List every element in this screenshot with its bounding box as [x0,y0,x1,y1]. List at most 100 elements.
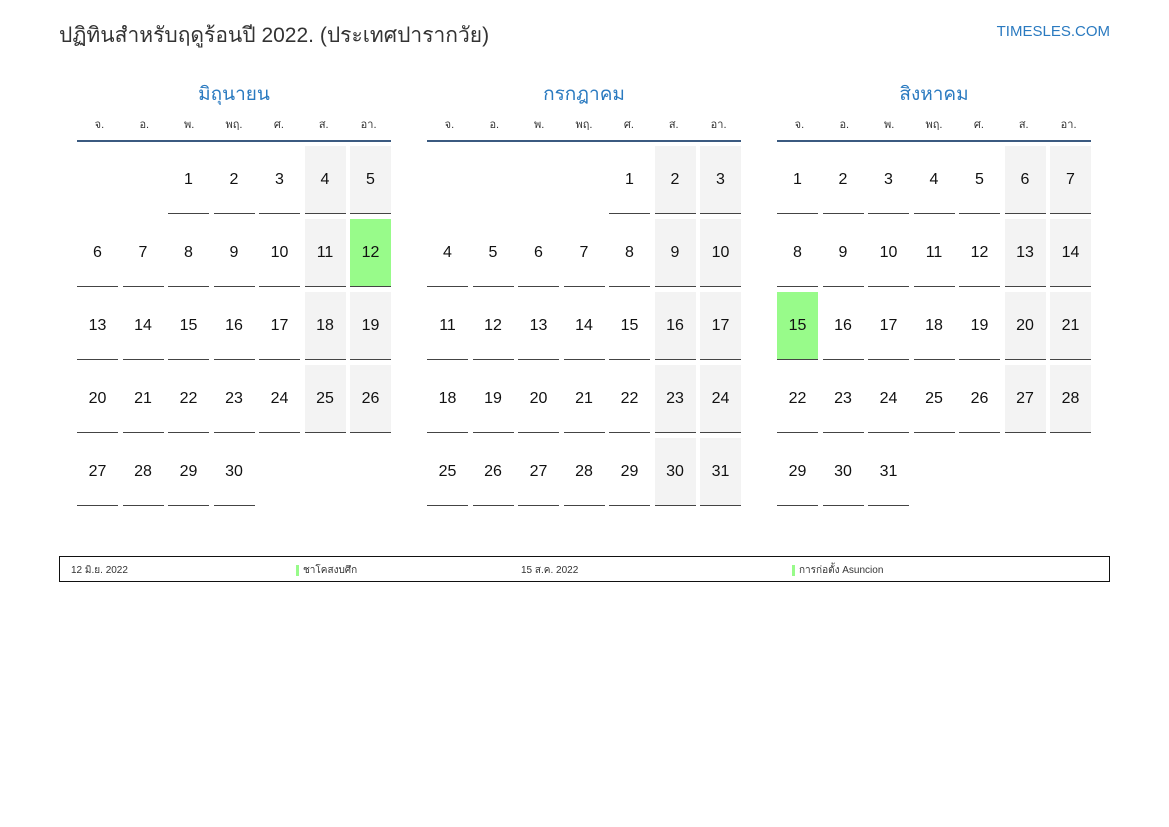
day-cell[interactable]: 11 [304,219,346,287]
weekday-label: พฤ. [575,119,593,131]
day-cell[interactable]: 27 [1004,365,1046,433]
day-cell[interactable]: 3 [700,146,741,214]
day-cell[interactable]: 6 [518,219,559,287]
day-cell[interactable]: 28 [563,438,605,506]
day-cell[interactable]: 5 [350,146,391,214]
day-cell[interactable]: 22 [777,365,818,433]
day-cell[interactable]: 9 [822,219,864,287]
day-cell[interactable]: 23 [822,365,864,433]
day-cell[interactable]: 25 [427,438,468,506]
day-cell[interactable]: 13 [77,292,118,360]
holiday-day-cell[interactable]: 15 [777,292,818,360]
day-cell[interactable]: 2 [654,146,696,214]
day-cell[interactable]: 15 [609,292,650,360]
day-cell[interactable]: 1 [168,146,209,214]
day-cell[interactable]: 14 [1050,219,1091,287]
day-cell[interactable]: 23 [213,365,255,433]
day-cell[interactable]: 29 [777,438,818,506]
day-cell[interactable]: 18 [913,292,955,360]
day-cell[interactable]: 28 [1050,365,1091,433]
day-cell[interactable]: 22 [609,365,650,433]
day-cell[interactable]: 27 [518,438,559,506]
day-cell[interactable]: 21 [1050,292,1091,360]
day-cell[interactable]: 21 [563,365,605,433]
day-cell[interactable]: 14 [122,292,164,360]
day-cell[interactable]: 25 [913,365,955,433]
day-cell[interactable]: 4 [304,146,346,214]
day-cell[interactable]: 19 [350,292,391,360]
day-cell[interactable]: 16 [822,292,864,360]
day-cell[interactable]: 16 [654,292,696,360]
day-cell[interactable]: 21 [122,365,164,433]
day-cell[interactable]: 17 [868,292,909,360]
day-cell[interactable]: 18 [427,365,468,433]
day-cell[interactable]: 7 [563,219,605,287]
day-cell[interactable]: 9 [654,219,696,287]
weekday-label: อ. [839,119,850,131]
day-cell[interactable]: 15 [168,292,209,360]
day-cell[interactable]: 1 [777,146,818,214]
weekday-label: ส. [318,119,329,131]
day-cell[interactable]: 29 [609,438,650,506]
day-cell[interactable]: 9 [213,219,255,287]
day-cell[interactable]: 13 [518,292,559,360]
day-cell[interactable]: 10 [259,219,300,287]
day-cell[interactable]: 11 [427,292,468,360]
day-cell[interactable]: 8 [609,219,650,287]
month-name: มิถุนายน [198,84,270,105]
day-cell[interactable]: 24 [868,365,909,433]
day-cell[interactable]: 10 [700,219,741,287]
day-cell[interactable]: 6 [1004,146,1046,214]
day-cell[interactable]: 12 [959,219,1000,287]
day-cell[interactable]: 2 [213,146,255,214]
day-cell[interactable]: 24 [259,365,300,433]
day-cell[interactable]: 8 [777,219,818,287]
day-cell[interactable]: 8 [168,219,209,287]
day-cell[interactable]: 20 [77,365,118,433]
brand-link[interactable]: TIMESLES.COM [996,23,1110,40]
day-cell[interactable]: 14 [563,292,605,360]
day-cell[interactable]: 18 [304,292,346,360]
day-cell[interactable]: 28 [122,438,164,506]
day-cell[interactable]: 3 [259,146,300,214]
day-cell[interactable]: 31 [868,438,909,506]
weekday-label: อา. [710,119,727,131]
holiday-day-cell[interactable]: 12 [350,219,391,287]
day-cell[interactable]: 30 [822,438,864,506]
day-cell[interactable]: 24 [700,365,741,433]
legend-holiday: การก่อตั้ง Asuncion [792,563,883,578]
day-cell[interactable]: 29 [168,438,209,506]
day-cell[interactable]: 5 [472,219,514,287]
day-cell[interactable]: 30 [213,438,255,506]
day-cell[interactable]: 2 [822,146,864,214]
day-cell[interactable]: 17 [259,292,300,360]
day-cell[interactable]: 20 [1004,292,1046,360]
day-cell[interactable]: 26 [472,438,514,506]
day-cell[interactable]: 11 [913,219,955,287]
day-cell[interactable]: 1 [609,146,650,214]
day-cell[interactable]: 7 [122,219,164,287]
day-cell[interactable]: 10 [868,219,909,287]
day-cell[interactable]: 16 [213,292,255,360]
day-cell[interactable]: 22 [168,365,209,433]
day-cell[interactable]: 19 [959,292,1000,360]
day-cell[interactable]: 4 [913,146,955,214]
day-cell[interactable]: 7 [1050,146,1091,214]
day-cell[interactable]: 25 [304,365,346,433]
day-cell[interactable]: 12 [472,292,514,360]
day-cell[interactable]: 30 [654,438,696,506]
day-cell[interactable]: 4 [427,219,468,287]
day-cell[interactable]: 20 [518,365,559,433]
day-cell[interactable]: 26 [959,365,1000,433]
day-cell[interactable]: 23 [654,365,696,433]
day-cell[interactable]: 5 [959,146,1000,214]
month-calendar: สิงหาคม จ. อ. พ. พฤ. ศ. ส. อา. 1 2 3 4 5 6 7 8 9 10 11 12 13… [777,80,1091,506]
day-cell[interactable]: 3 [868,146,909,214]
day-cell[interactable]: 26 [350,365,391,433]
day-cell[interactable]: 27 [77,438,118,506]
day-cell[interactable]: 6 [77,219,118,287]
day-cell[interactable]: 13 [1004,219,1046,287]
day-cell[interactable]: 17 [700,292,741,360]
day-cell[interactable]: 31 [700,438,741,506]
day-cell[interactable]: 19 [472,365,514,433]
